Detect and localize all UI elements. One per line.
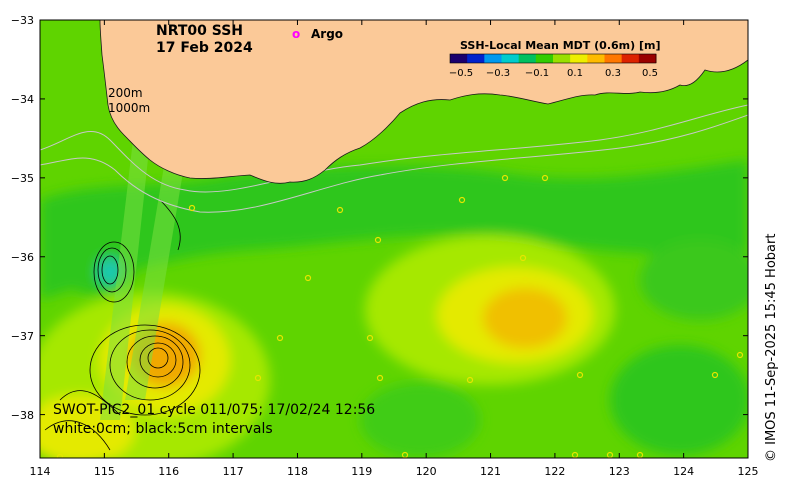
colorbar-swatch bbox=[605, 54, 623, 63]
y-tick-label: −36 bbox=[11, 251, 34, 264]
y-tick-label: −35 bbox=[11, 172, 34, 185]
title-date: 17 Feb 2024 bbox=[156, 40, 253, 56]
y-tick-label: −34 bbox=[11, 93, 34, 106]
argo-legend-label: Argo bbox=[311, 27, 343, 41]
colorbar-swatch bbox=[450, 54, 468, 63]
ssh-high-central-core bbox=[483, 288, 567, 348]
x-tick-label: 115 bbox=[94, 465, 115, 478]
colorbar-swatch bbox=[570, 54, 588, 63]
x-tick-label: 125 bbox=[738, 465, 759, 478]
colorbar-swatch bbox=[622, 54, 640, 63]
y-tick-label: −38 bbox=[11, 409, 34, 422]
colorbar-swatch bbox=[467, 54, 485, 63]
isobath-label-1000m: 1000m bbox=[108, 101, 150, 115]
x-tick-label: 114 bbox=[30, 465, 51, 478]
colorbar-tick: 0.3 bbox=[605, 68, 621, 79]
swot-contour-legend: white:0cm; black:5cm intervals bbox=[53, 421, 273, 437]
colorbar-swatch bbox=[502, 54, 520, 63]
map-title: NRT00 SSH 17 Feb 2024 bbox=[156, 23, 253, 56]
argo-legend-symbol: o bbox=[292, 27, 300, 41]
colorbar-swatch bbox=[519, 54, 537, 63]
x-tick-label: 123 bbox=[609, 465, 630, 478]
x-tick-label: 122 bbox=[544, 465, 565, 478]
x-tick-label: 117 bbox=[223, 465, 244, 478]
colorbar-title: SSH-Local Mean MDT (0.6m) [m] bbox=[460, 39, 660, 52]
x-tick-labels: 114 115 116 117 118 119 120 121 122 123 … bbox=[30, 465, 759, 478]
colorbar-tick: 0.5 bbox=[642, 68, 658, 79]
x-tick-label: 116 bbox=[158, 465, 179, 478]
y-tick-label: −37 bbox=[11, 330, 34, 343]
swot-pass-info: SWOT-PIC2_01 cycle 011/075; 17/02/24 12:… bbox=[53, 402, 375, 418]
colorbar-swatch bbox=[536, 54, 554, 63]
colorbar-swatch bbox=[639, 54, 657, 63]
x-tick-label: 124 bbox=[673, 465, 694, 478]
colorbar-swatch bbox=[553, 54, 571, 63]
ssh-low-east bbox=[640, 240, 760, 320]
y-tick-label: −33 bbox=[11, 14, 34, 27]
argo-legend: o Argo bbox=[292, 27, 343, 41]
y-tick-labels: −33 −34 −35 −36 −37 −38 bbox=[11, 14, 34, 422]
colorbar-ramp bbox=[450, 54, 657, 63]
colorbar-swatch bbox=[484, 54, 502, 63]
colorbar-tick: −0.3 bbox=[486, 68, 510, 79]
colorbar-tick: −0.5 bbox=[449, 68, 473, 79]
x-tick-label: 118 bbox=[287, 465, 308, 478]
x-tick-label: 119 bbox=[351, 465, 372, 478]
ssh-low-southcentral bbox=[360, 382, 480, 458]
copyright-text: © IMOS 11-Sep-2025 15:45 Hobart bbox=[764, 234, 779, 462]
x-tick-label: 120 bbox=[416, 465, 437, 478]
ssh-map: 114 115 116 117 118 119 120 121 122 123 … bbox=[0, 0, 791, 492]
x-tick-label: 121 bbox=[480, 465, 501, 478]
title-product: NRT00 SSH bbox=[156, 23, 243, 39]
ssh-low-southeast bbox=[610, 345, 750, 455]
isobath-label-200m: 200m bbox=[108, 86, 143, 100]
colorbar-tick: 0.1 bbox=[567, 68, 583, 79]
colorbar-tick: −0.1 bbox=[525, 68, 549, 79]
colorbar-swatch bbox=[587, 54, 605, 63]
